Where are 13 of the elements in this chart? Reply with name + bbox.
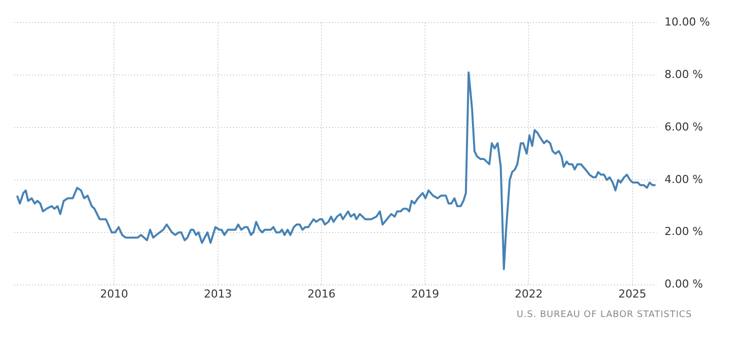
x-tick-label: 2025 (618, 287, 646, 300)
y-tick-label: 8.00 % (664, 68, 704, 81)
x-tick-label: 2010 (100, 287, 128, 300)
y-tick-label: 4.00 % (664, 172, 704, 186)
y-tick-label: 10.00 % (664, 15, 710, 28)
y-tick-label: 2.00 % (664, 225, 704, 238)
x-tick-label: 2019 (411, 287, 440, 300)
y-tick-label: 6.00 % (664, 120, 704, 134)
y-tick-label: 0.00 % (664, 278, 704, 291)
x-tick-label: 2013 (204, 287, 232, 300)
x-tick-label: 2016 (307, 287, 336, 300)
x-tick-label: 2022 (514, 287, 543, 300)
text: U.S. BUREAU OF LABOR STATISTICS (516, 310, 693, 320)
